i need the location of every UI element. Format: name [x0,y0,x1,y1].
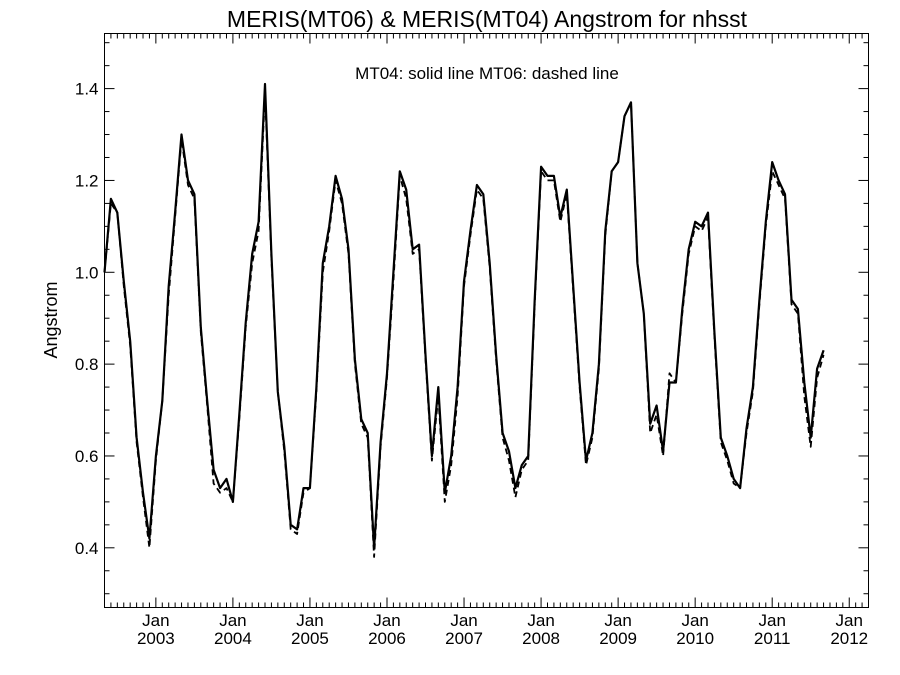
x-tick-month-label: Jan [758,611,785,630]
x-tick-month-label: Jan [373,611,400,630]
legend-annotation: MT04: solid line MT06: dashed line [355,64,619,83]
y-axis-label: Angstrom [41,281,61,358]
series-line-mt06 [103,92,825,558]
x-axis: Jan2003Jan2004Jan2005Jan2006Jan2007Jan20… [104,33,869,648]
y-tick-label: 1.0 [75,263,99,282]
x-tick-year-label: 2010 [676,629,714,648]
x-tick-month-label: Jan [836,611,863,630]
x-tick-month-label: Jan [681,611,708,630]
x-tick-year-label: 2007 [445,629,483,648]
x-tick-year-label: 2003 [137,629,175,648]
y-axis: 0.4 0.6 0.8 1.0 1.2 1.4 [75,42,869,595]
chart-title: MERIS(MT06) & MERIS(MT04) Angstrom for n… [227,6,748,32]
x-tick-month-label: Jan [296,611,323,630]
x-tick-year-label: 2012 [830,629,868,648]
x-tick-year-label: 2005 [291,629,329,648]
x-tick-year-label: 2009 [599,629,637,648]
x-tick-year-label: 2011 [754,629,791,648]
x-tick-month-label: Jan [450,611,477,630]
y-tick-label: 1.2 [75,171,99,190]
x-tick-month-label: Jan [142,611,169,630]
x-tick-month-label: Jan [219,611,246,630]
x-tick-year-label: 2004 [214,629,252,648]
y-tick-label: 1.4 [75,80,99,99]
x-tick-month-label: Jan [527,611,554,630]
series-layer [103,82,825,558]
x-tick-month-label: Jan [604,611,631,630]
x-tick-year-label: 2006 [368,629,406,648]
y-tick-label: 0.6 [75,447,99,466]
y-tick-label: 0.8 [75,355,99,374]
y-tick-label: 0.4 [75,539,99,558]
x-tick-year-label: 2008 [522,629,560,648]
series-line-mt04 [103,82,825,549]
plot-frame [104,33,869,608]
